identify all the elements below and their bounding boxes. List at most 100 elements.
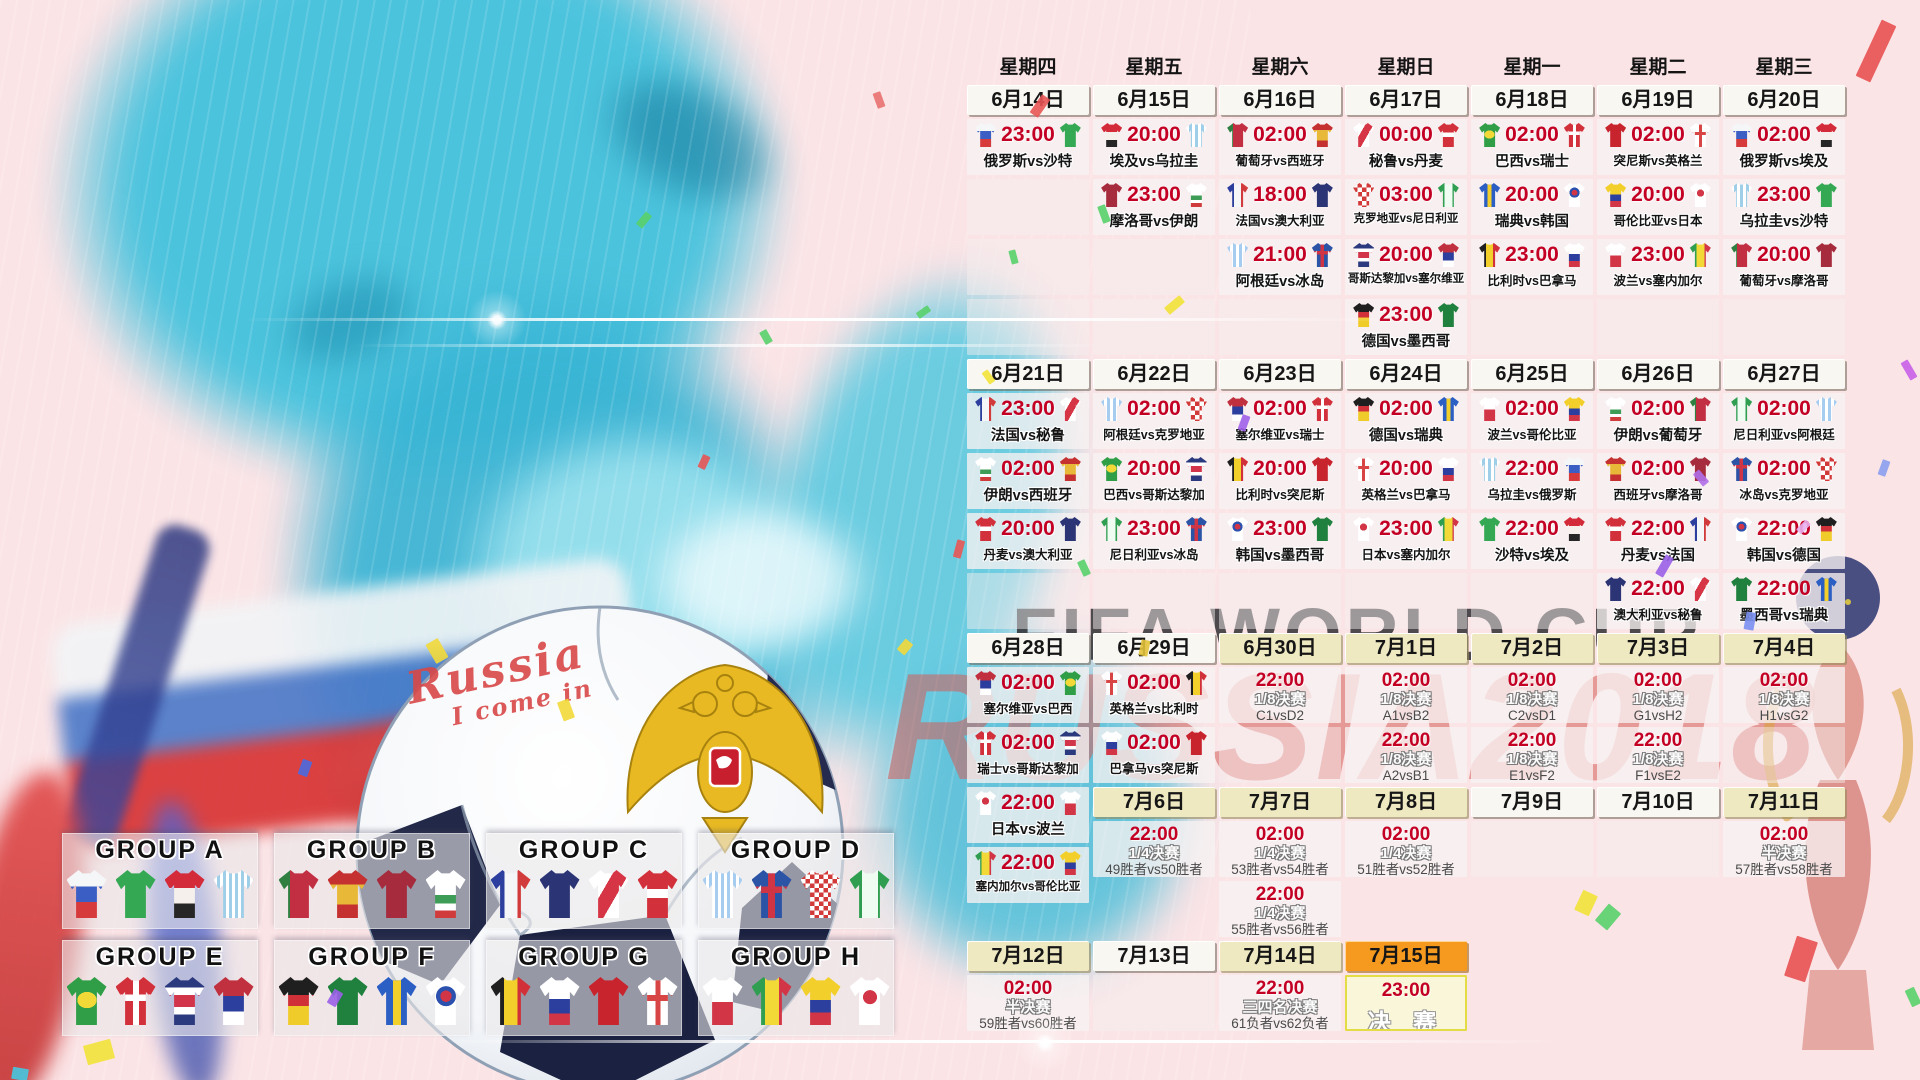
korea-jersey-icon (425, 977, 466, 1025)
match-time-row: 02:00 (1723, 456, 1845, 482)
match-cell: 18:00 法国vs澳大利亚 (1219, 179, 1341, 235)
group-title: GROUP H (730, 943, 862, 971)
match-time: 02:00 (1757, 123, 1811, 146)
spain-jersey-icon (1059, 457, 1081, 481)
russia-jersey-icon (1563, 457, 1585, 481)
belgium-jersey-icon (490, 977, 531, 1025)
empty-cell (1219, 727, 1341, 783)
iceland-jersey-icon (1731, 457, 1753, 481)
weekday-label: 星期六 (1251, 57, 1309, 78)
match-teams-label: 尼日利亚vs冰岛 (1109, 548, 1199, 562)
match-cell: 03:00 克罗地亚vs尼日利亚 (1345, 179, 1467, 235)
date-button[interactable]: 7月13日 (1093, 941, 1215, 971)
group-jerseys (486, 870, 682, 918)
match-cell: 20:00 瑞典vs韩国 (1471, 179, 1593, 235)
date-button[interactable]: 6月22日 (1093, 359, 1215, 389)
match-time-row: 22:00 (1597, 516, 1719, 542)
match-time-row: 20:00 (1597, 182, 1719, 208)
date-button[interactable]: 6月15日 (1093, 85, 1215, 115)
pairing-label: A1vsB2 (1382, 708, 1430, 723)
date-button[interactable]: 6月27日 (1723, 359, 1845, 389)
match-time-row: 20:00 (1219, 456, 1341, 482)
date-button[interactable]: 6月24日 (1345, 359, 1467, 389)
date-button[interactable]: 7月11日 (1723, 787, 1845, 817)
match-time-row: 20:00 (1723, 242, 1845, 268)
match-time-row: 23:00 (1093, 182, 1215, 208)
date-button[interactable]: 7月12日 (967, 941, 1089, 971)
match-teams-label: 塞尔维亚vs瑞士 (1235, 428, 1325, 442)
date-button[interactable]: 6月28日 (967, 633, 1089, 663)
match-time-row: 20:00 (967, 516, 1089, 542)
match-time-row: 22:00 (1723, 576, 1845, 602)
date-button[interactable]: 7月14日 (1219, 941, 1341, 971)
match-time: 02:00 (1631, 457, 1685, 480)
match-time: 02:00 (1757, 397, 1811, 420)
colombia-jersey-icon (1563, 397, 1585, 421)
match-cell: 23:00 尼日利亚vs冰岛 (1093, 513, 1215, 569)
iceland-jersey-icon (1311, 243, 1333, 267)
date-button[interactable]: 6月30日 (1219, 633, 1341, 663)
match-teams-label: 日本vs波兰 (990, 822, 1066, 838)
date-button[interactable]: 6月18日 (1471, 85, 1593, 115)
portugal-jersey-icon (278, 870, 319, 918)
group-box-b: GROUP B (274, 833, 470, 929)
match-time: 02:00 (1253, 123, 1307, 146)
date-button[interactable]: 6月14日 (967, 85, 1089, 115)
date-button[interactable]: 6月29日 (1093, 633, 1215, 663)
pairing-label: G1vsH2 (1633, 708, 1683, 723)
date-button[interactable]: 6月17日 (1345, 85, 1467, 115)
date-button[interactable]: 7月3日 (1597, 633, 1719, 663)
match-cell: 02:00 冰岛vs克罗地亚 (1723, 453, 1845, 509)
match-time: 22:00 (1631, 577, 1685, 600)
match-time: 02:00 (1507, 670, 1557, 691)
pairing-label: 51胜者vs52胜者 (1357, 862, 1455, 877)
date-button[interactable]: 7月2日 (1471, 633, 1593, 663)
match-cell: 22:00 墨西哥vs瑞典 (1723, 573, 1845, 629)
date-button[interactable]: 6月23日 (1219, 359, 1341, 389)
date-button[interactable]: 7月15日 (1345, 941, 1467, 971)
match-time: 23:00 (1379, 517, 1433, 540)
calendar-column-4: 星期日 6月17日 00:00 秘鲁vs丹麦 03:00 克罗地亚vs尼日利亚 20:00 哥… (1345, 55, 1467, 1035)
date-button[interactable]: 6月20日 (1723, 85, 1845, 115)
spacer (967, 907, 1089, 937)
date-button[interactable]: 7月6日 (1093, 787, 1215, 817)
knockout-match-cell: 02:00 1/4决赛 53胜者vs54胜者 (1219, 821, 1341, 877)
match-cell: 02:00 伊朗vs葡萄牙 (1597, 393, 1719, 449)
pairing-label: C1vsD2 (1255, 708, 1304, 723)
match-teams-label: 阿根廷vs克罗地亚 (1103, 428, 1205, 442)
australia-jersey-icon (1311, 183, 1333, 207)
match-time-row: 02:00 (1723, 396, 1845, 422)
match-cell: 02:00 葡萄牙vs西班牙 (1219, 119, 1341, 175)
spain-jersey-icon (1605, 457, 1627, 481)
match-time-row: 22:00 (1723, 516, 1845, 542)
france-jersey-icon (1227, 183, 1249, 207)
match-cell: 02:00 尼日利亚vs阿根廷 (1723, 393, 1845, 449)
match-cell: 02:00 巴拿马vs突尼斯 (1093, 727, 1215, 783)
poland-jersey-icon (702, 977, 743, 1025)
morocco-jersey-icon (1815, 243, 1837, 267)
date-button[interactable]: 6月19日 (1597, 85, 1719, 115)
date-button[interactable]: 7月10日 (1597, 787, 1719, 817)
date-button[interactable]: 7月8日 (1345, 787, 1467, 817)
match-time: 22:00 (1001, 791, 1055, 814)
match-cell: 23:00 韩国vs墨西哥 (1219, 513, 1341, 569)
match-cell: 22:00 丹麦vs法国 (1597, 513, 1719, 569)
germany-jersey-icon (278, 977, 319, 1025)
stage-label: 半决赛 (1761, 845, 1807, 862)
date-button[interactable]: 7月9日 (1471, 787, 1593, 817)
date-button[interactable]: 6月26日 (1597, 359, 1719, 389)
date-button[interactable]: 7月4日 (1723, 633, 1845, 663)
date-button[interactable]: 7月7日 (1219, 787, 1341, 817)
match-teams-label: 法国vs澳大利亚 (1235, 214, 1325, 228)
match-teams-label: 德国vs瑞典 (1368, 428, 1444, 444)
date-button[interactable]: 6月16日 (1219, 85, 1341, 115)
mexico-jersey-icon (1311, 517, 1333, 541)
date-button[interactable]: 6月25日 (1471, 359, 1593, 389)
match-time-row: 02:00 (1471, 122, 1593, 148)
stage-label: 1/8决赛 (1380, 691, 1432, 708)
pairing-label: E1vsF2 (1509, 768, 1555, 783)
date-button[interactable]: 7月1日 (1345, 633, 1467, 663)
match-time: 02:00 (1505, 123, 1559, 146)
match-time-row: 02:00 (1597, 456, 1719, 482)
calendar-column-7: 星期三 6月20日 02:00 俄罗斯vs埃及 23:00 乌拉圭vs沙特 20:00 葡萄牙… (1723, 55, 1845, 1035)
